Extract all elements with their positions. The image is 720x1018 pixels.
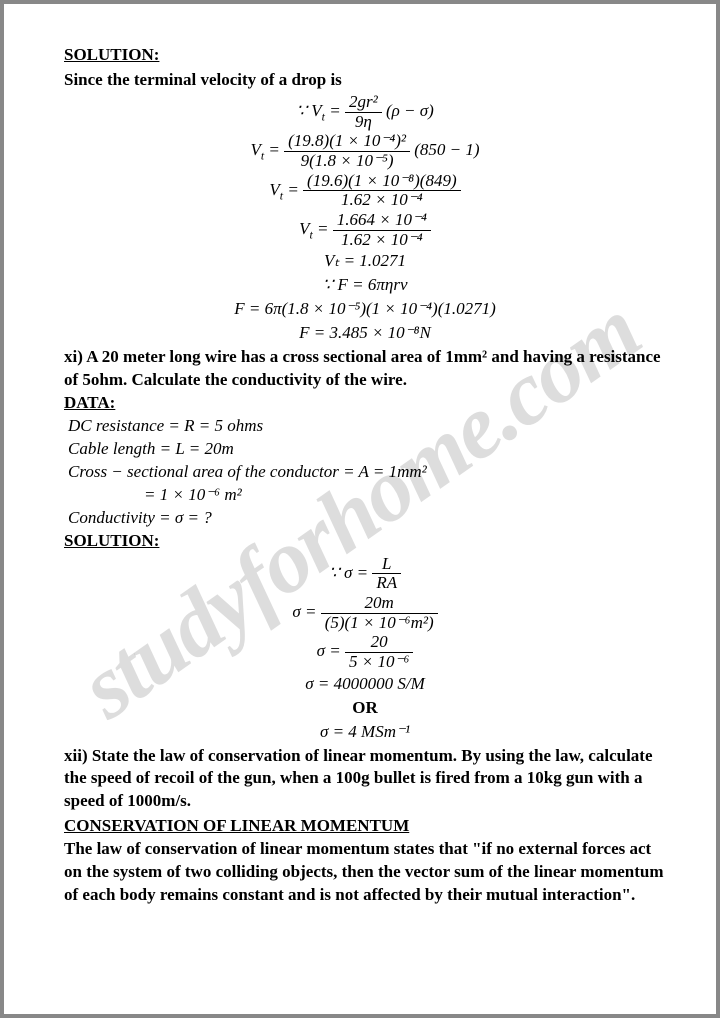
- sigma-alt: σ = 4 MSm⁻¹: [64, 721, 666, 744]
- conservation-title: CONSERVATION OF LINEAR MOMENTUM: [64, 815, 666, 838]
- solution-heading-1: SOLUTION:: [64, 44, 666, 67]
- question-12: xii) State the law of conservation of li…: [64, 745, 666, 814]
- conservation-body: The law of conservation of linear moment…: [64, 838, 666, 907]
- sigma-sub2: σ = 205 × 10⁻⁶: [64, 633, 666, 671]
- page-content: SOLUTION: Since the terminal velocity of…: [4, 4, 716, 937]
- data-heading: DATA:: [64, 392, 666, 415]
- solution-intro: Since the terminal velocity of a drop is: [64, 69, 666, 92]
- or-label: OR: [64, 697, 666, 720]
- equation-f-sub: F = 6π(1.8 × 10⁻⁵)(1 × 10⁻⁴)(1.0271): [64, 298, 666, 321]
- sigma-result: σ = 4000000 S/M: [64, 673, 666, 696]
- equation-f-formula: ∵ F = 6πηrv: [64, 274, 666, 297]
- data-resistance: DC resistance = R = 5 ohms: [68, 415, 666, 438]
- data-area: Cross − sectional area of the conductor …: [68, 461, 666, 484]
- data-length: Cable length = L = 20m: [68, 438, 666, 461]
- data-area-converted: = 1 × 10⁻⁶ m²: [144, 484, 666, 507]
- sigma-formula: ∵ σ = LRA: [64, 555, 666, 593]
- sigma-sub1: σ = 20m(5)(1 × 10⁻⁶m²): [64, 594, 666, 632]
- equation-vt-result: Vₜ = 1.0271: [64, 250, 666, 273]
- equation-vt-formula: ∵ Vt = 2gr²9η (ρ − σ): [64, 93, 666, 131]
- data-conductivity: Conductivity = σ = ?: [68, 507, 666, 530]
- solution-heading-2: SOLUTION:: [64, 530, 666, 553]
- equation-vt-sub3: Vt = 1.664 × 10⁻⁴1.62 × 10⁻⁴: [64, 211, 666, 249]
- equation-vt-sub2: Vt = (19.6)(1 × 10⁻⁸)(849)1.62 × 10⁻⁴: [64, 172, 666, 210]
- question-11: xi) A 20 meter long wire has a cross sec…: [64, 346, 666, 392]
- equation-f-result: F = 3.485 × 10⁻⁸N: [64, 322, 666, 345]
- equation-vt-sub1: Vt = (19.8)(1 × 10⁻⁴)²9(1.8 × 10⁻⁵) (850…: [64, 132, 666, 170]
